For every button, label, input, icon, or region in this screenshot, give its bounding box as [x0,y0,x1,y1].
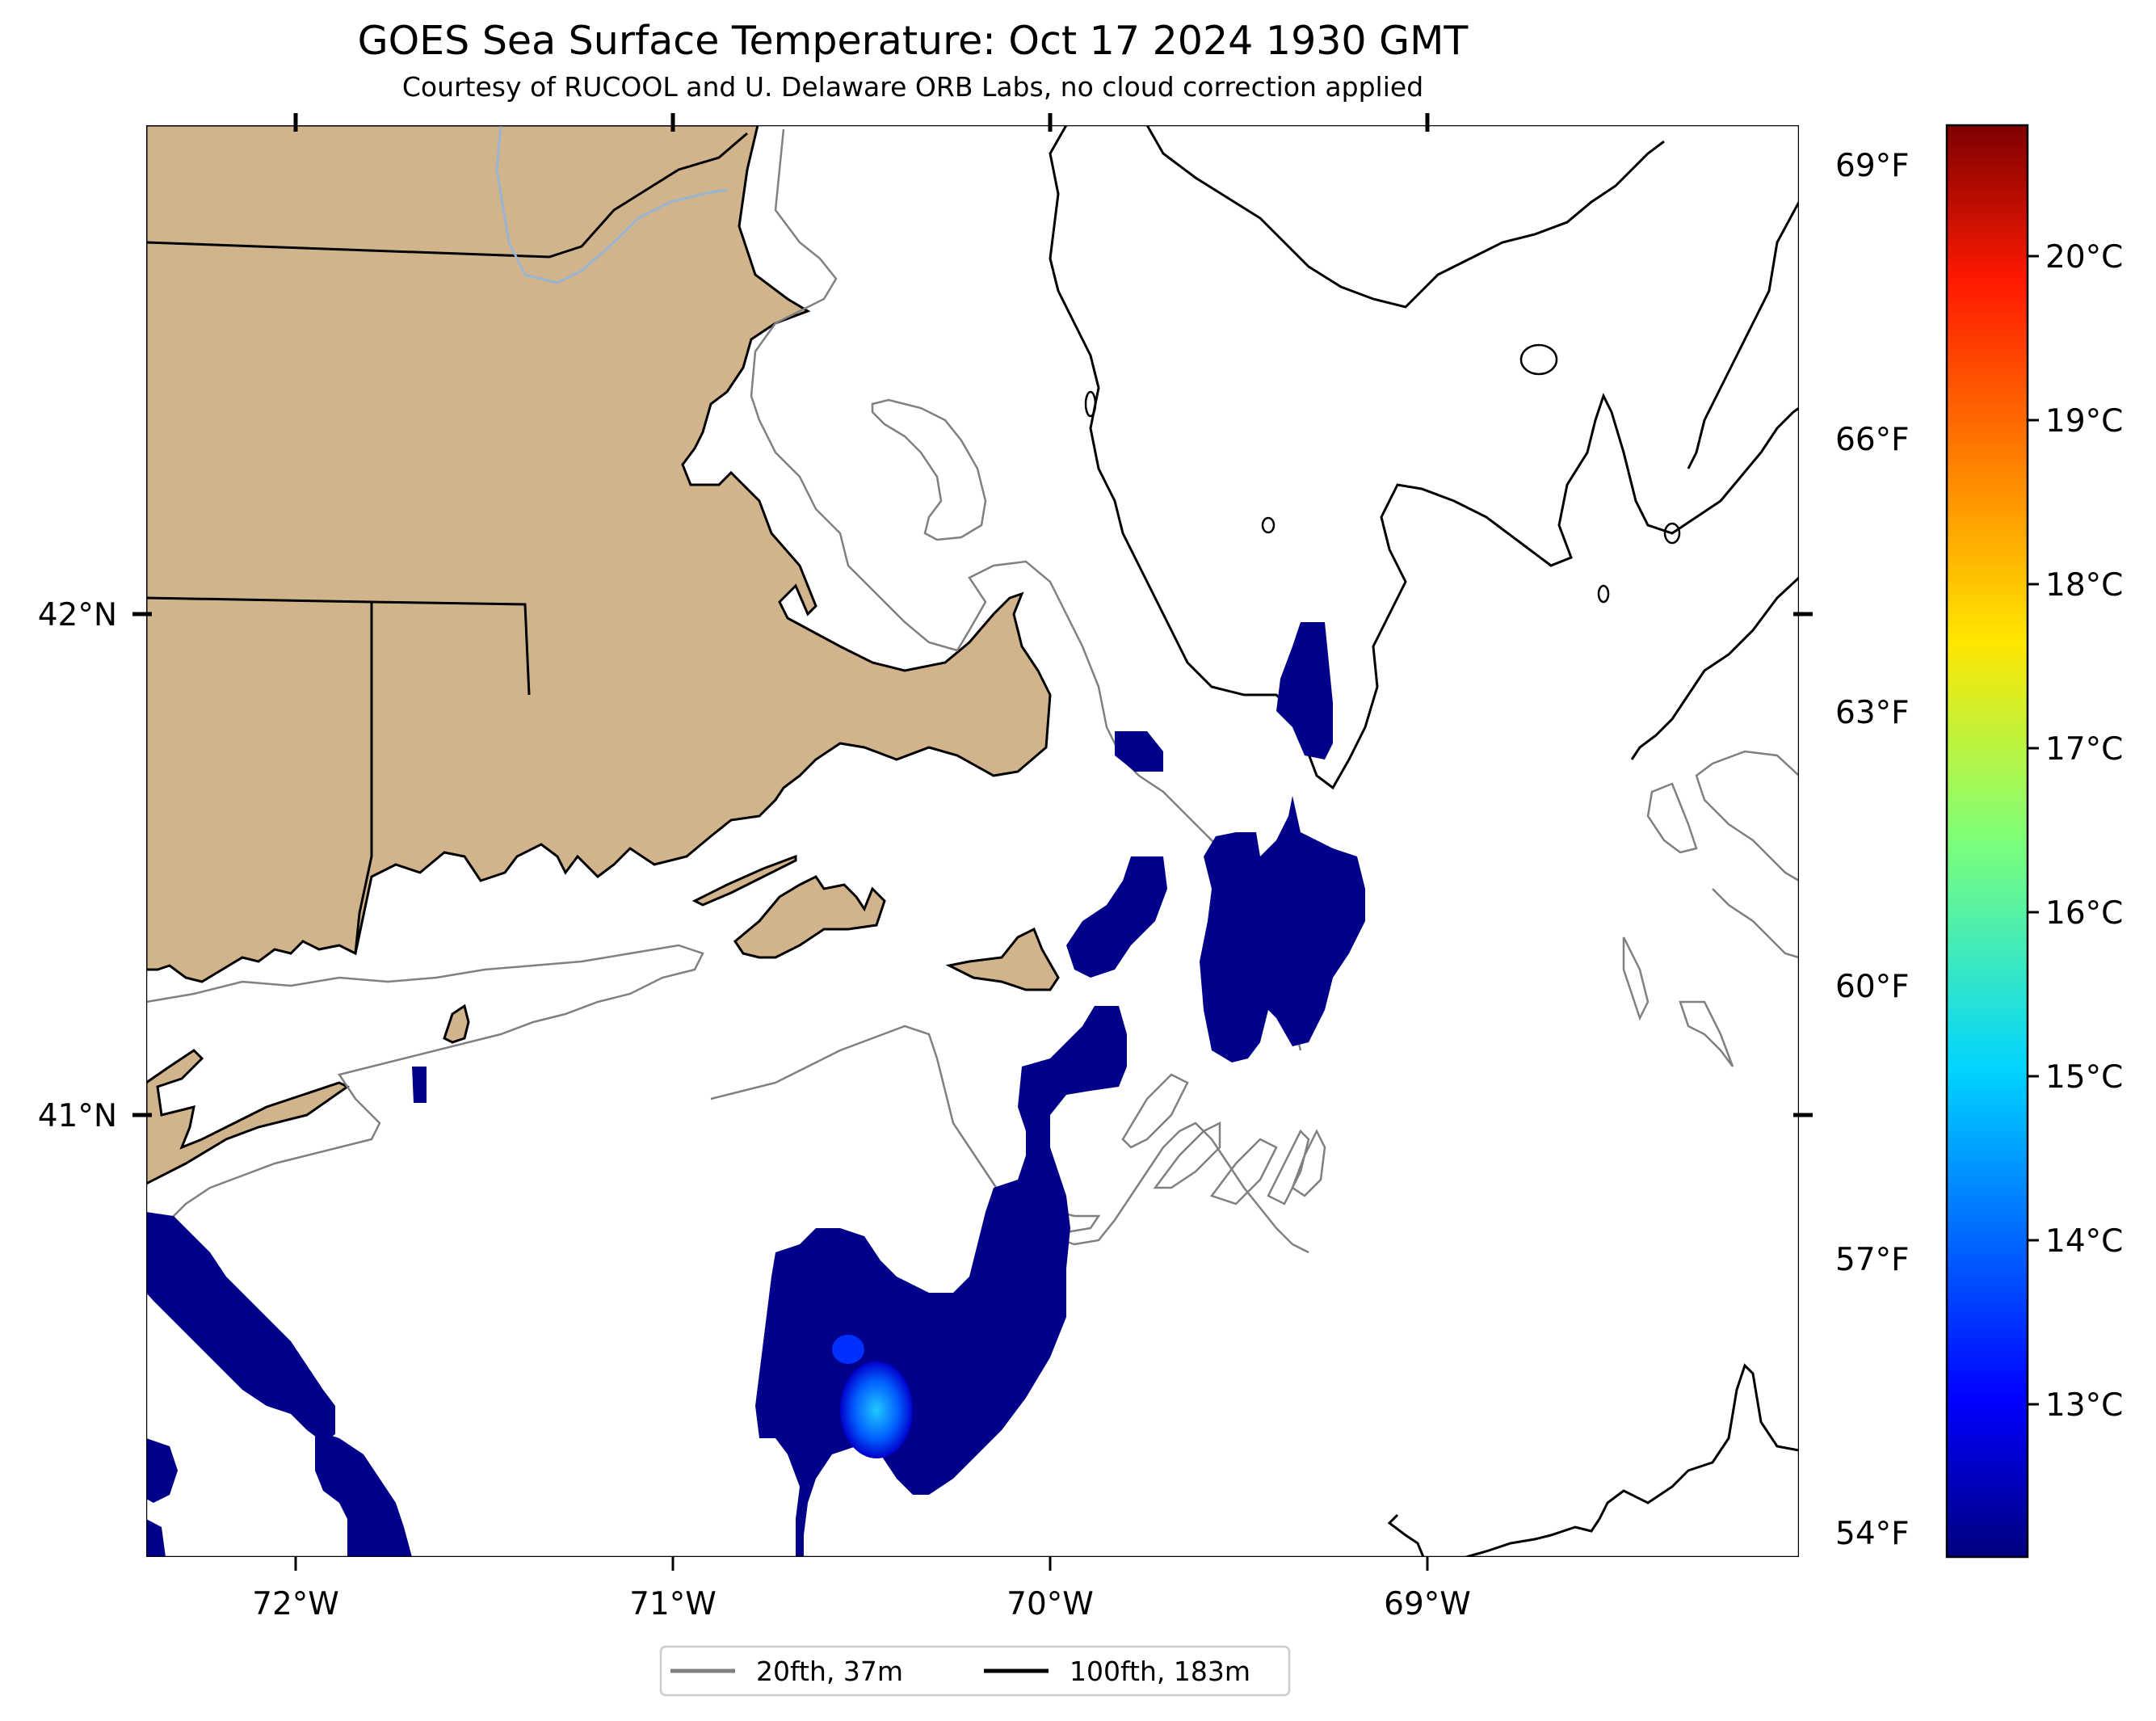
state-border-ma-nh [146,132,748,259]
lon-tick-label: 71°W [629,1586,717,1622]
lon-tick-label: 69°W [1384,1586,1471,1622]
sst-patch-center [1066,856,1167,978]
contour-20fth-coast [750,128,1302,1051]
lon-axis [293,113,1430,1571]
sst-patch-west-edge [146,1438,178,1557]
fahrenheit-tick-label: 66°F [1835,422,1910,458]
contour-20fth-south [146,944,704,1238]
gulf-island [1261,516,1276,534]
contour-100fth-east [1687,201,1799,469]
celsius-tick-label: 16°C [2045,895,2123,932]
celsius-tick-label: 19°C [2045,403,2123,440]
contour-20fth-shoals-east [1121,1073,1326,1206]
land-marthas-vineyard [733,875,886,959]
sst-patch-small [1115,731,1163,772]
fahrenheit-tick-label: 57°F [1835,1242,1910,1278]
gulf-island [1084,390,1097,418]
lon-tick-label: 70°W [1007,1586,1094,1622]
map-subtitle: Courtesy of RUCOOL and U. Delaware ORB L… [401,71,1424,103]
land-block-island [443,1004,470,1044]
contour-legend: 20fth, 37m 100fth, 183m [659,1645,1291,1697]
colorbar-gradient [1945,124,2029,1559]
land-nantucket [945,927,1060,991]
fahrenheit-tick-label: 63°F [1835,695,1910,731]
sst-warm-spot-2 [832,1335,864,1364]
contour-100fth-shelf-bend [1387,1513,1425,1557]
lon-tick-label: 72°W [252,1586,339,1622]
fahrenheit-tick-label: 54°F [1835,1516,1910,1552]
legend-label-100fth: 100fth, 183m [1070,1656,1250,1687]
contour-20fth-nantucket-shoals [710,1025,1309,1254]
sst-patch-southwest-lower [315,1430,412,1557]
celsius-tick-label: 18°C [2045,567,2123,604]
gulf-island [1597,584,1610,604]
celsius-tick-label: 15°C [2045,1059,2123,1096]
legend-box [659,1645,1291,1697]
contour-100fth-bay [1145,125,1665,309]
contour-100fth-se [1465,1363,1799,1557]
fahrenheit-tick-label: 60°F [1835,969,1910,1005]
fahrenheit-tick-label: 69°F [1835,148,1910,184]
state-border-ma-ri-ct [146,596,531,696]
contour-20fth-stellwagen [871,398,987,541]
map-panel[interactable] [146,125,1799,1557]
contour-20fth-georges [1622,750,1799,1067]
lat-axis [132,612,1813,1117]
sst-patch-southwest [146,1212,335,1442]
sst-patch-center-east [1200,796,1365,1062]
celsius-tick-label: 20°C [2045,239,2123,276]
fahrenheit-scale: 69°F 66°F 63°F 60°F 57°F 54°F [1835,148,1910,1552]
land-elizabeth-islands [691,854,797,907]
sst-dot [412,1067,427,1103]
celsius-tick-label: 17°C [2045,731,2123,768]
colorbar: 20°C 19°C 18°C 17°C 16°C 15°C 14°C 13°C [1945,124,2123,1559]
map-title: GOES Sea Surface Temperature: Oct 17 202… [357,18,1469,64]
state-border-ct-ri [354,602,373,954]
lat-tick-label: 42°N [38,597,117,633]
land-long-island [146,1049,350,1185]
lat-tick-label: 41°N [38,1098,117,1134]
celsius-tick-label: 14°C [2045,1223,2123,1260]
gulf-island [1519,343,1558,376]
sst-warm-spot [840,1361,913,1458]
legend-label-20fth: 20fth, 37m [756,1656,903,1687]
contour-100fth-nova-scotia [1630,576,1799,760]
gulf-island [1663,522,1681,545]
river [495,125,728,284]
celsius-tick-label: 13°C [2045,1387,2123,1424]
contour-100fth-gulf [1049,125,1799,790]
sst-patch-northeast [1276,622,1333,760]
